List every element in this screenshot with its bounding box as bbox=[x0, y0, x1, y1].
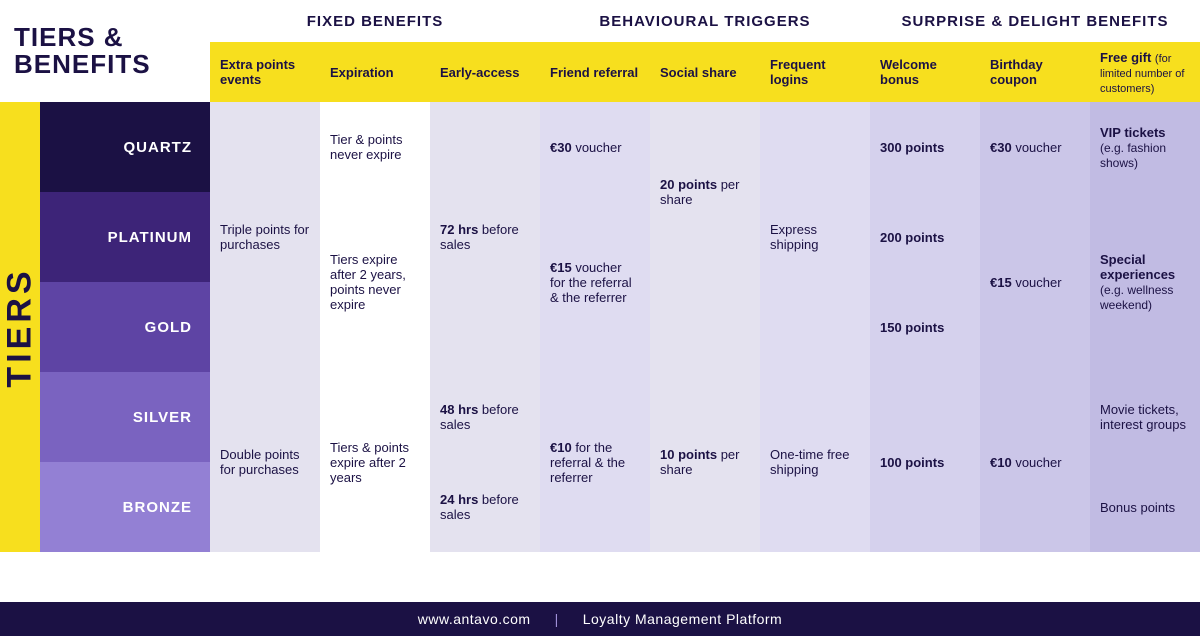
footer-separator: | bbox=[555, 611, 559, 627]
footer-tagline: Loyalty Management Platform bbox=[583, 611, 782, 627]
cell-birthday-bottom: €10 voucher bbox=[980, 372, 1090, 552]
cell-referral-mid: €15 voucher for the referral & the refer… bbox=[540, 192, 650, 372]
tiers-benefits-table: TIERS &BENEFITS FIXED BENEFITS BEHAVIOUR… bbox=[0, 0, 1200, 602]
cell-gift-mid: Special experiences (e.g. wellness weeke… bbox=[1090, 192, 1200, 372]
col-extra-points: Extra points events bbox=[210, 42, 320, 102]
col-free-gift: Free gift (for limited number of custome… bbox=[1090, 42, 1200, 102]
page-title: TIERS &BENEFITS bbox=[0, 0, 210, 102]
footer-url: www.antavo.com bbox=[418, 611, 531, 627]
cell-gift-quartz: VIP tickets (e.g. fashion shows) bbox=[1090, 102, 1200, 192]
cell-early-bronze: 24 hrs before sales bbox=[430, 462, 540, 552]
tier-quartz: QUARTZ bbox=[40, 102, 210, 192]
tier-gold: GOLD bbox=[40, 282, 210, 372]
tier-bronze: BRONZE bbox=[40, 462, 210, 552]
cell-social-bottom: 10 points per share bbox=[650, 372, 760, 552]
cell-social-top: 20 points per share bbox=[650, 102, 760, 282]
cell-exp-mid: Tiers expire after 2 years, points never… bbox=[320, 192, 430, 372]
col-frequent-logins: Frequent logins bbox=[760, 42, 870, 102]
cell-birthday-quartz: €30 voucher bbox=[980, 102, 1090, 192]
cell-extra-bottom: Double points for purchases bbox=[210, 372, 320, 552]
col-birthday-coupon: Birthday coupon bbox=[980, 42, 1090, 102]
cell-welcome-gold: 150 points bbox=[870, 282, 980, 372]
group-behavioural: BEHAVIOURAL TRIGGERS bbox=[540, 0, 870, 42]
cell-welcome-sb: 100 points bbox=[870, 372, 980, 552]
footer: www.antavo.com | Loyalty Management Plat… bbox=[0, 602, 1200, 636]
tier-platinum: PLATINUM bbox=[40, 192, 210, 282]
tiers-vertical-label: TIERS bbox=[0, 102, 40, 552]
col-early-access: Early-access bbox=[430, 42, 540, 102]
group-fixed: FIXED BENEFITS bbox=[210, 0, 540, 42]
cell-logins-top: Express shipping bbox=[760, 102, 870, 372]
cell-birthday-mid: €15 voucher bbox=[980, 192, 1090, 372]
group-surprise: SURPRISE & DELIGHT BENEFITS bbox=[870, 0, 1200, 42]
cell-welcome-platinum: 200 points bbox=[870, 192, 980, 282]
cell-extra-top: Triple points for purchases bbox=[210, 102, 320, 372]
cell-early-silver: 48 hrs before sales bbox=[430, 372, 540, 462]
cell-welcome-quartz: 300 points bbox=[870, 102, 980, 192]
cell-gift-bronze: Bonus points bbox=[1090, 462, 1200, 552]
col-welcome-bonus: Welcome bonus bbox=[870, 42, 980, 102]
cell-exp-quartz: Tier & points never expire bbox=[320, 102, 430, 192]
cell-gift-silver: Movie tickets, interest groups bbox=[1090, 372, 1200, 462]
title-text: TIERS &BENEFITS bbox=[14, 24, 151, 79]
col-social-share: Social share bbox=[650, 42, 760, 102]
cell-early-top: 72 hrs before sales bbox=[430, 102, 540, 372]
cell-referral-bottom: €10 for the referral & the referrer bbox=[540, 372, 650, 552]
cell-exp-bottom: Tiers & points expire after 2 years bbox=[320, 372, 430, 552]
col-friend-referral: Friend referral bbox=[540, 42, 650, 102]
cell-logins-bottom: One-time free shipping bbox=[760, 372, 870, 552]
cell-social-gold bbox=[650, 282, 760, 372]
tier-silver: SILVER bbox=[40, 372, 210, 462]
col-expiration: Expiration bbox=[320, 42, 430, 102]
cell-referral-quartz: €30 voucher bbox=[540, 102, 650, 192]
